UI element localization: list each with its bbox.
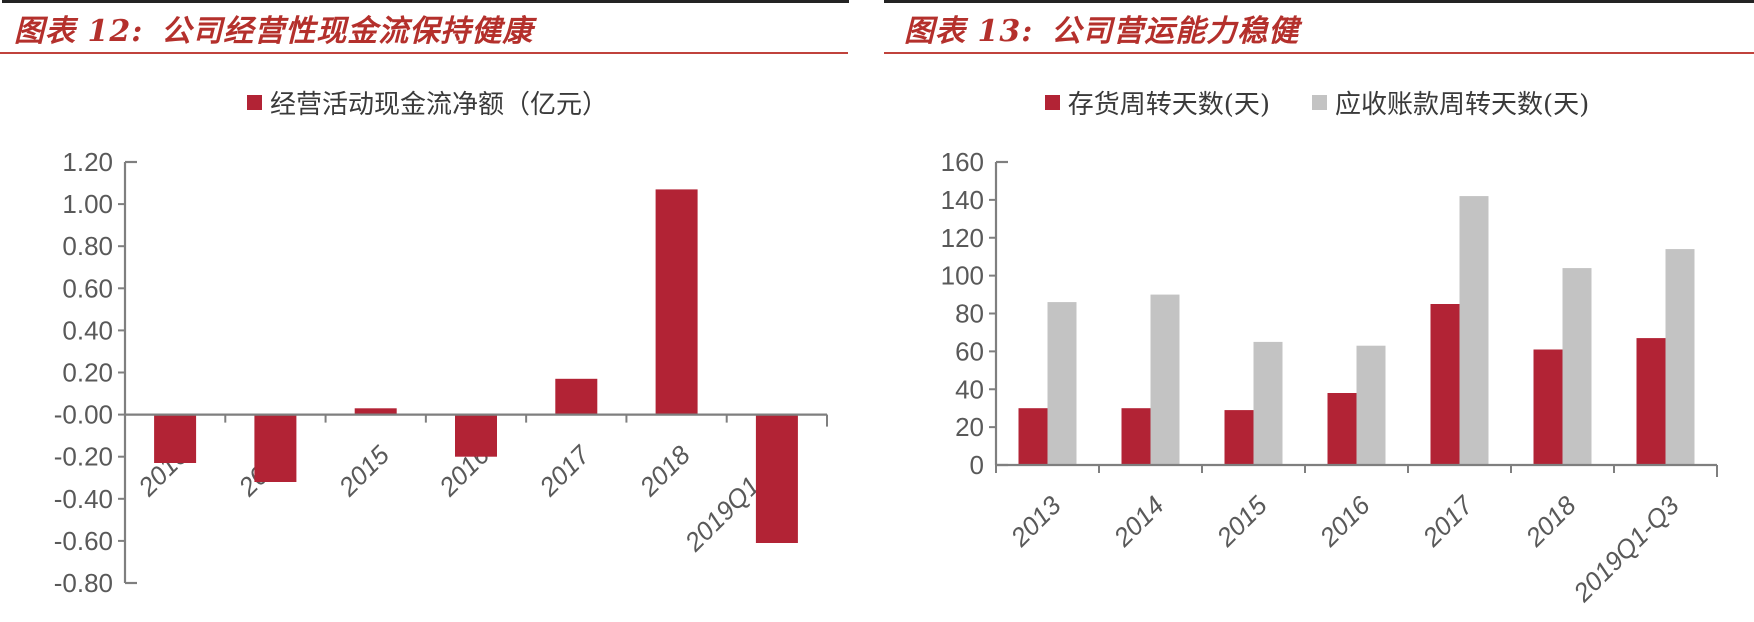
y-tick-label: -0.00 bbox=[54, 400, 113, 430]
y-tick-label: -0.20 bbox=[54, 442, 113, 472]
y-tick-label: 60 bbox=[955, 336, 984, 366]
y-tick-label: 0.60 bbox=[62, 273, 113, 303]
bar-2013-series0 bbox=[1018, 408, 1048, 465]
figure-13-title-text: 公司营运能力稳健 bbox=[1051, 14, 1300, 49]
figure-12-legend: 经营活动现金流净额（亿元） bbox=[0, 84, 855, 121]
x-tick-label: 2019Q1-Q3 bbox=[1567, 490, 1685, 608]
figure-13-title-prefix: 图表 13: bbox=[904, 14, 1034, 49]
y-tick-label: 0 bbox=[970, 450, 984, 480]
legend-item-inventory-days: 存货周转天数(天) bbox=[1044, 84, 1270, 121]
bar-2014-series0 bbox=[1121, 408, 1151, 465]
bar-2019Q1-Q3-series0 bbox=[1636, 338, 1666, 465]
legend-item-receivable-days: 应收账款周转天数(天) bbox=[1312, 84, 1589, 121]
bar-2015-series0 bbox=[1224, 410, 1254, 465]
legend-swatch-red-icon bbox=[246, 95, 262, 110]
legend-label: 存货周转天数(天) bbox=[1067, 90, 1270, 120]
bar-2019Q1-Q3-series0 bbox=[755, 414, 798, 543]
y-tick-label: 80 bbox=[955, 299, 984, 329]
figure-12-top-rule bbox=[2, 0, 849, 3]
bar-2013-series0 bbox=[154, 414, 197, 463]
bar-2015-series0 bbox=[354, 408, 397, 415]
y-tick-label: 120 bbox=[941, 223, 984, 253]
legend-swatch-gray-icon bbox=[1312, 95, 1327, 110]
y-tick-label: -0.40 bbox=[54, 484, 113, 514]
y-tick-label: 100 bbox=[941, 261, 984, 291]
bar-2019Q1-Q3-series1 bbox=[1665, 249, 1695, 465]
legend-item-operating-cashflow: 经营活动现金流净额（亿元） bbox=[246, 84, 608, 121]
bar-2017-series0 bbox=[1430, 304, 1460, 465]
y-tick-label: 20 bbox=[955, 412, 984, 442]
bar-2016-series1 bbox=[1356, 345, 1386, 465]
bar-2016-series0 bbox=[455, 414, 497, 457]
legend-label: 应收账款周转天数(天) bbox=[1335, 90, 1590, 120]
y-tick-label: 0.80 bbox=[62, 231, 113, 261]
figure-12-title-prefix: 图表 12: bbox=[14, 14, 144, 49]
bar-2018-series0 bbox=[1533, 349, 1563, 465]
y-tick-label: -0.80 bbox=[54, 568, 113, 598]
x-tick-label: 2017 bbox=[533, 439, 597, 503]
legend-swatch-red-icon bbox=[1044, 95, 1060, 110]
x-tick-label: 2018 bbox=[1519, 490, 1582, 553]
figure-13-legend: 存货周转天数(天) 应收账款周转天数(天) bbox=[880, 84, 1754, 121]
y-tick-label: 160 bbox=[941, 147, 984, 177]
y-tick-label: 40 bbox=[955, 374, 984, 404]
figure-12-title-text: 公司经营性现金流保持健康 bbox=[161, 14, 534, 49]
y-tick-label: 0.20 bbox=[62, 358, 113, 388]
x-tick-label: 2013 bbox=[1004, 490, 1067, 553]
figure-13-title: 图表 13: 公司营运能力稳健 bbox=[904, 6, 1299, 50]
y-tick-label: 0.40 bbox=[62, 315, 113, 345]
bar-2016-series0 bbox=[1327, 393, 1357, 465]
figure-13-title-rule bbox=[884, 52, 1754, 54]
y-tick-label: 1.20 bbox=[62, 147, 113, 177]
x-tick-label: 2018 bbox=[633, 439, 696, 502]
bar-2015-series1 bbox=[1253, 341, 1283, 465]
figure-13-panel: 图表 13: 公司营运能力稳健 存货周转天数(天) 应收账款周转天数(天) 201… bbox=[880, 0, 1754, 622]
bar-2013-series1 bbox=[1047, 302, 1077, 465]
x-tick-label: 2016 bbox=[1313, 490, 1376, 553]
x-tick-label: 2015 bbox=[332, 439, 395, 502]
x-tick-label: 2017 bbox=[1416, 489, 1480, 553]
y-tick-label: -0.60 bbox=[54, 526, 113, 556]
y-tick-label: 1.00 bbox=[62, 189, 113, 219]
figure-12-title: 图表 12: 公司经营性现金流保持健康 bbox=[14, 6, 533, 50]
x-tick-label: 2015 bbox=[1210, 490, 1273, 553]
bar-2017-series1 bbox=[1459, 196, 1489, 465]
y-tick-label: 140 bbox=[941, 185, 984, 215]
cashflow-bar-chart: 2013201420152016201720182019Q1-Q31.201.0… bbox=[54, 147, 828, 598]
bar-2014-series1 bbox=[1150, 294, 1180, 465]
legend-label: 经营活动现金流净额（亿元） bbox=[269, 90, 608, 120]
bar-2017-series0 bbox=[555, 378, 598, 415]
figure-12-panel: 图表 12: 公司经营性现金流保持健康 经营活动现金流净额（亿元） 2013 201… bbox=[0, 0, 855, 622]
bar-2014-series0 bbox=[254, 414, 297, 482]
figure-12-title-rule bbox=[0, 52, 848, 54]
x-tick-label: 2014 bbox=[1107, 490, 1170, 553]
bar-2018-series0 bbox=[655, 189, 698, 415]
bar-2018-series1 bbox=[1562, 268, 1592, 465]
figure-13-top-rule bbox=[884, 0, 1754, 3]
